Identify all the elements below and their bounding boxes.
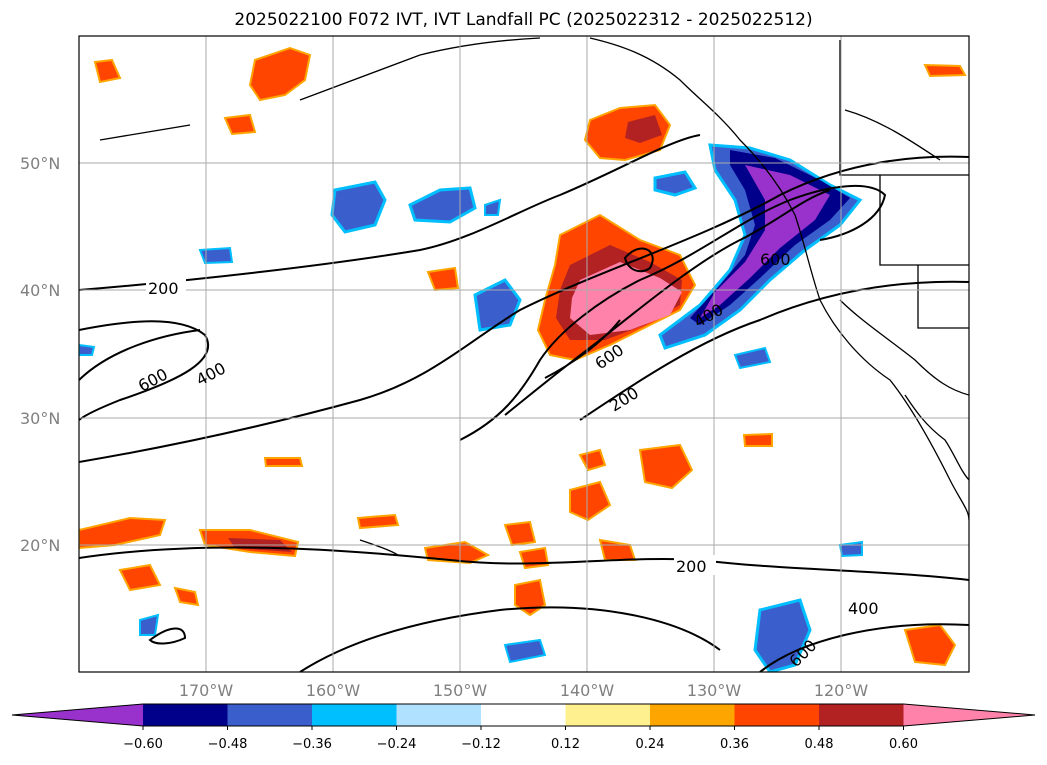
ivt-negative-blob (408, 186, 477, 224)
colorbar-segment (227, 704, 312, 726)
colorbar-segment (143, 704, 228, 726)
ivt-negative-band-coastal (658, 143, 863, 350)
colorbar-segment (481, 704, 566, 726)
ivt-positive-blob (426, 266, 460, 292)
contour-label: 400 (848, 599, 879, 618)
colorbar-tick-label: −0.60 (123, 737, 163, 752)
ivt-positive-blob (118, 563, 162, 592)
ivt-negative-blob (503, 638, 547, 664)
ivt-negative-blob (753, 598, 812, 672)
ivt-positive-blob (503, 520, 537, 547)
ivt-negative-blob (733, 346, 772, 370)
colorbar-segment (312, 704, 397, 726)
lat-tick-label: 40°N (20, 281, 60, 300)
map-title: 2025022100 F072 IVT, IVT Landfall PC (20… (234, 10, 813, 30)
colorbar-tick-label: −0.24 (377, 737, 417, 752)
lon-tick-label: 170°W (179, 681, 234, 700)
ivt-positive-blob (356, 513, 400, 530)
colorbar-tick-label: 0.36 (720, 737, 749, 752)
map-gridlines (79, 36, 969, 672)
map-frame (78, 35, 970, 673)
ivt-negative-blob (330, 180, 387, 234)
lat-tick-label: 50°N (20, 154, 60, 173)
colorbar-segment (565, 704, 650, 726)
ivt-negative-blob (838, 540, 863, 558)
colorbar-segment (650, 704, 735, 726)
ivt-negative-blob (653, 170, 698, 197)
ivt-positive-blob (223, 113, 257, 136)
ivt-positive-blob (93, 58, 122, 84)
contour-label: 600 (760, 250, 791, 269)
lon-tick-label: 120°W (814, 681, 869, 700)
colorbar-tick-label: 0.24 (636, 737, 665, 752)
colorbar-segment (396, 704, 481, 726)
ivt-positive-blob (518, 546, 550, 570)
ivt-negative-blob (484, 198, 502, 216)
ivt-negative-blob (198, 246, 234, 265)
colorbar-tick-label: 0.12 (551, 737, 580, 752)
ivt-positive-blob-north (583, 103, 672, 162)
map-plot-area (79, 36, 969, 672)
ivt-positive-blob (263, 457, 304, 467)
coastlines (99, 37, 969, 556)
ivt-positive-blob (514, 578, 547, 617)
ivt-positive-blob (903, 623, 957, 667)
colorbar-tick-label: −0.36 (292, 737, 332, 752)
contour-label: 200 (676, 557, 707, 576)
colorbar-segment (819, 704, 904, 726)
colorbar-tick-label: −0.12 (461, 737, 501, 752)
ivt-positive-blob (79, 516, 167, 550)
ivt-positive-blob (923, 63, 967, 78)
lat-tick-label: 30°N (20, 409, 60, 428)
colorbar-tick-label: 0.60 (889, 737, 918, 752)
ivt-positive-blob (578, 448, 607, 472)
ivt-positive-blob (569, 480, 612, 522)
colorbar: −0.60 −0.48 −0.36 −0.24 −0.12 0.12 0.24 0.36 0.4… (11, 703, 1036, 752)
lon-tick-label: 160°W (306, 681, 361, 700)
colorbar-extend-high (903, 704, 1035, 726)
lat-tick-label: 20°N (20, 536, 60, 555)
lon-tick-label: 130°W (687, 681, 742, 700)
ivt-positive-blob (638, 443, 694, 490)
colorbar-extend-low (12, 704, 143, 726)
colorbar-tick-label: −0.48 (208, 737, 248, 752)
ivt-positive-blob (173, 586, 200, 607)
ivt-negative-blob (139, 613, 160, 636)
colorbar-segment (734, 704, 819, 726)
lon-tick-label: 140°W (560, 681, 615, 700)
ivt-positive-blob (248, 46, 312, 102)
ivt-positive-blob (742, 432, 773, 447)
contour-label: 200 (148, 279, 179, 298)
lon-tick-label: 150°W (433, 681, 488, 700)
ivt-negative-blob (79, 343, 96, 356)
colorbar-tick-label: 0.48 (805, 737, 834, 752)
